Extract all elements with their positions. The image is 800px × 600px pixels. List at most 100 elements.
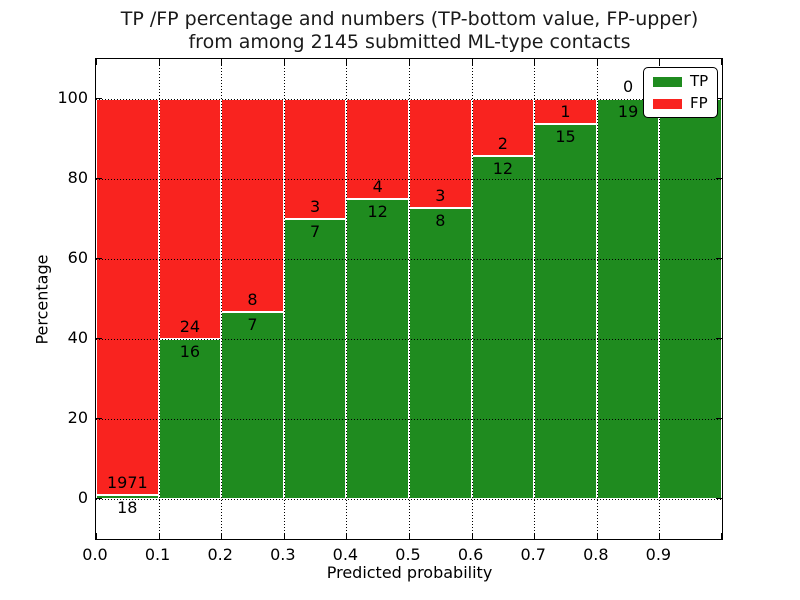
y-tick-label: 40 xyxy=(67,328,88,347)
y-tick-mark-right xyxy=(716,418,722,419)
y-tick-mark xyxy=(96,178,102,179)
gridline-vertical xyxy=(158,59,160,539)
tp-count-label: 8 xyxy=(435,211,446,231)
y-tick-label: 20 xyxy=(67,408,88,427)
x-tick-mark-top xyxy=(346,59,348,65)
tp-count-label: 12 xyxy=(367,202,388,221)
x-tick-mark xyxy=(409,533,410,539)
fp-count-label: 1971 xyxy=(106,473,148,493)
x-tick-mark xyxy=(721,533,722,539)
y-tick-mark xyxy=(96,338,102,339)
legend-label-tp: TP xyxy=(690,72,709,90)
x-tick-mark xyxy=(596,533,598,539)
gridline-vertical xyxy=(409,59,410,539)
y-tick-label: 0 xyxy=(77,488,88,507)
x-tick-mark-top xyxy=(158,59,160,65)
x-tick-mark-top xyxy=(659,59,661,65)
tp-count-label: 19 xyxy=(617,102,639,121)
y-axis-label: Percentage xyxy=(32,254,52,345)
tp-count-label: 16 xyxy=(179,342,201,361)
tp-count-label: 7 xyxy=(310,222,321,241)
y-tick-label: 100 xyxy=(57,88,88,107)
gridline-vertical xyxy=(283,59,285,539)
x-tick-label: 0.5 xyxy=(395,545,421,564)
x-axis-label: Predicted probability xyxy=(326,563,493,582)
x-tick-mark-top xyxy=(471,59,473,65)
bar-fp-segment xyxy=(534,99,597,124)
gridline-vertical xyxy=(346,59,348,539)
y-tick-mark xyxy=(96,98,102,99)
bar-tp-segment xyxy=(471,156,535,499)
x-tick-mark-top xyxy=(96,59,97,65)
x-tick-mark xyxy=(221,533,223,539)
legend-item-tp: TP xyxy=(653,73,708,90)
x-tick-mark xyxy=(534,533,536,539)
gridline-vertical xyxy=(596,59,598,539)
tp-count-label: 15 xyxy=(555,127,576,146)
x-tick-label: 0.7 xyxy=(520,545,546,564)
gridline-vertical xyxy=(221,59,223,539)
x-tick-mark xyxy=(283,533,285,539)
x-tick-mark xyxy=(471,533,473,539)
legend: TP FP xyxy=(643,67,719,118)
fp-count-label: 3 xyxy=(435,186,446,206)
fp-count-label: 2 xyxy=(497,134,508,154)
gridline-vertical xyxy=(534,59,536,539)
bar-fp-segment xyxy=(221,99,284,313)
legend-label-fp: FP xyxy=(690,94,708,112)
x-tick-mark-top xyxy=(534,59,536,65)
x-tick-label: 0.0 xyxy=(82,545,108,564)
tp-count-label: 7 xyxy=(247,315,258,335)
x-tick-mark xyxy=(346,533,348,539)
gridline-vertical xyxy=(471,59,473,539)
x-tick-mark xyxy=(659,533,661,539)
x-tick-label: 0.6 xyxy=(457,545,484,564)
gridline-vertical xyxy=(659,59,661,539)
y-tick-mark-right xyxy=(716,498,722,499)
x-tick-mark-top xyxy=(221,59,223,65)
legend-swatch-tp-icon xyxy=(653,76,682,87)
y-tick-mark-right xyxy=(716,338,722,339)
x-tick-mark-top xyxy=(596,59,598,65)
x-tick-mark xyxy=(158,533,160,539)
y-tick-label: 60 xyxy=(67,248,88,267)
tp-count-label: 12 xyxy=(492,159,514,179)
x-tick-label: 0.3 xyxy=(270,545,296,564)
chart-title-line-1: TP /FP percentage and numbers (TP-bottom… xyxy=(120,8,699,30)
plot-area: TP FP 1971182416873741238212115019015 xyxy=(95,58,723,540)
y-tick-mark xyxy=(96,498,102,499)
x-tick-label: 0.9 xyxy=(645,545,672,564)
y-tick-mark-right xyxy=(716,258,722,259)
bar-fp-segment xyxy=(283,99,347,219)
y-tick-mark xyxy=(96,258,102,259)
x-tick-mark-top xyxy=(409,59,410,65)
bar-tp-segment xyxy=(534,124,597,499)
x-tick-mark xyxy=(96,533,97,539)
bar-tp-segment xyxy=(346,199,409,499)
chart-title-line-2: from among 2145 submitted ML-type contac… xyxy=(188,31,631,53)
legend-item-fp: FP xyxy=(653,95,708,112)
fp-count-label: 1 xyxy=(560,102,571,121)
fp-count-label: 24 xyxy=(179,317,201,336)
x-tick-mark-top xyxy=(721,59,722,65)
tp-count-label: 18 xyxy=(117,498,138,518)
bar-tp-segment xyxy=(409,208,472,499)
bar-tp-segment xyxy=(283,219,347,499)
bar-tp-segment xyxy=(221,312,284,499)
bar-fp-segment xyxy=(96,99,159,496)
x-tick-label: 0.8 xyxy=(583,545,609,564)
bar-fp-segment xyxy=(346,99,409,199)
x-tick-label: 0.1 xyxy=(144,545,171,564)
y-tick-mark-right xyxy=(716,178,722,179)
legend-swatch-fp-icon xyxy=(653,98,682,109)
fp-count-label: 4 xyxy=(372,177,383,196)
bar-tp-segment xyxy=(96,495,159,499)
x-tick-mark-top xyxy=(283,59,285,65)
fp-count-label: 8 xyxy=(247,290,258,310)
fp-count-label: 0 xyxy=(623,77,634,96)
y-tick-mark xyxy=(96,418,102,419)
chart-title: TP /FP percentage and numbers (TP-bottom… xyxy=(95,8,724,54)
bar-tp-segment xyxy=(596,99,660,499)
bar-tp-segment xyxy=(659,99,722,499)
